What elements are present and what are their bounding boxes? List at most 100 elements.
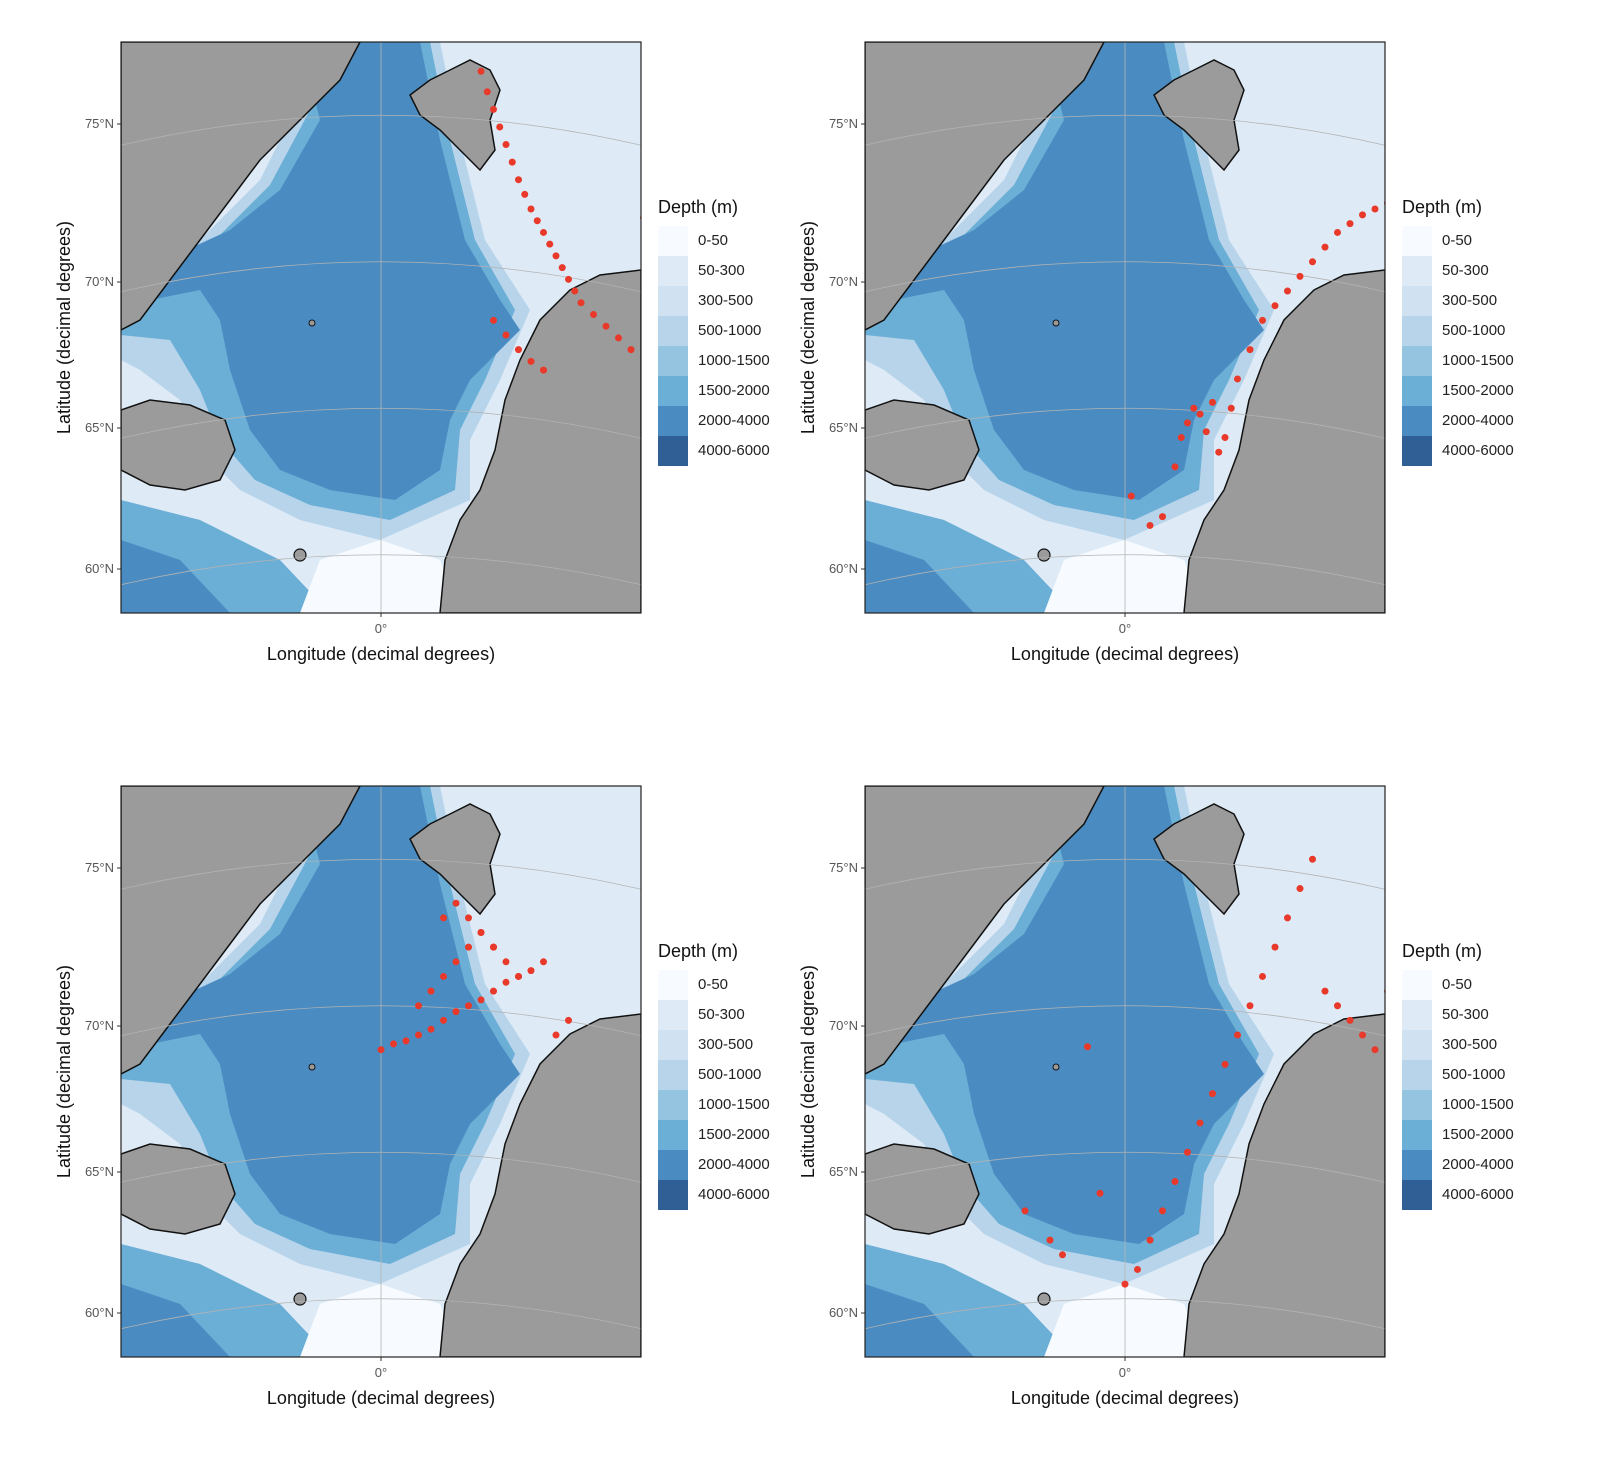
y-tick-label: 65°N xyxy=(829,1164,858,1179)
legend-item: 1500-2000 xyxy=(1402,1120,1552,1150)
legend-label: 0-50 xyxy=(1442,232,1473,249)
station-point xyxy=(1334,1002,1341,1010)
station-point xyxy=(1296,885,1304,893)
x-tick-label: 0° xyxy=(1119,621,1131,636)
station-point xyxy=(490,105,497,113)
station-point xyxy=(1259,316,1266,324)
legend-swatch xyxy=(1402,286,1432,316)
station-point xyxy=(1271,943,1279,951)
station-point xyxy=(1371,1046,1379,1054)
station-point xyxy=(1177,434,1185,442)
legend-title: Depth (m) xyxy=(658,197,739,217)
legend-swatch xyxy=(1402,1060,1432,1090)
station-point xyxy=(1359,211,1366,219)
scandinavia-land xyxy=(1183,1013,1385,1357)
legend-label: 1500-2000 xyxy=(1442,382,1514,399)
deep-basin xyxy=(121,1284,230,1357)
legend-swatch xyxy=(1402,316,1432,346)
legend-swatch xyxy=(658,1180,688,1210)
legend-item: 0-50 xyxy=(1402,970,1552,1000)
station-point xyxy=(521,190,529,198)
station-point xyxy=(465,943,472,951)
station-point xyxy=(515,176,522,184)
legend-item: 4000-6000 xyxy=(658,1180,808,1210)
legend-swatch xyxy=(658,436,688,466)
legend-label: 1000-1500 xyxy=(698,1096,770,1113)
station-point xyxy=(1246,1002,1254,1010)
station-point xyxy=(1221,434,1229,442)
legend-item: 4000-6000 xyxy=(1402,436,1552,466)
station-point xyxy=(546,240,554,248)
legend-label: 300-500 xyxy=(698,1036,754,1053)
x-axis-title: Longitude (decimal degrees) xyxy=(1011,644,1239,664)
scandinavia-land xyxy=(1183,269,1385,613)
deep-basin xyxy=(865,42,1264,500)
legend-label: 1500-2000 xyxy=(698,382,770,399)
legend-item: 2000-4000 xyxy=(1402,406,1552,436)
legend-swatch xyxy=(1402,1150,1432,1180)
y-tick-label: 70°N xyxy=(829,1018,858,1033)
map-plot: 75°N 70°N 65°N 60°N 0° Longitude (decimal deg… xyxy=(54,41,642,664)
legend-item: 4000-6000 xyxy=(658,436,808,466)
station-point xyxy=(452,958,460,966)
station-point xyxy=(533,217,541,225)
station-point xyxy=(1209,1090,1216,1098)
legend-swatch xyxy=(658,346,688,376)
station-point xyxy=(415,1002,422,1010)
iceland-land xyxy=(865,399,980,491)
station-point xyxy=(502,958,510,966)
legend-swatch xyxy=(658,1030,688,1060)
legend-label: 1000-1500 xyxy=(698,352,770,369)
legend-item: 500-1000 xyxy=(1402,1060,1552,1090)
station-point xyxy=(1215,448,1223,456)
station-point xyxy=(502,141,510,149)
station-point xyxy=(1184,1148,1191,1156)
legend-item: 1000-1500 xyxy=(658,1090,808,1120)
station-point xyxy=(415,1031,422,1039)
jan-mayen-land xyxy=(1052,1063,1060,1071)
legend-swatch xyxy=(658,286,688,316)
x-axis-title: Longitude (decimal degrees) xyxy=(267,1388,495,1408)
legend-item: 50-300 xyxy=(658,1000,808,1030)
station-point xyxy=(490,943,497,951)
station-point xyxy=(590,310,597,318)
legend-title: Depth (m) xyxy=(1402,941,1483,961)
legend-label: 300-500 xyxy=(698,292,754,309)
deep-basin xyxy=(865,540,974,613)
y-tick-label: 70°N xyxy=(829,274,858,289)
station-point xyxy=(1346,1016,1354,1024)
legend-label: 4000-6000 xyxy=(698,442,770,459)
faroe-land xyxy=(293,548,307,562)
legend-swatch xyxy=(658,1150,688,1180)
map-plot: 75°N 70°N 65°N 60°N 0° Longitude (decimal deg… xyxy=(798,785,1386,1408)
y-tick-label: 70°N xyxy=(85,1018,114,1033)
shallow-area xyxy=(1044,540,1204,613)
legend-item: 0-50 xyxy=(1402,226,1552,256)
y-tick-label: 60°N xyxy=(85,1305,114,1320)
y-tick-label: 75°N xyxy=(829,860,858,875)
legend-label: 4000-6000 xyxy=(698,1186,770,1203)
legend-item: 300-500 xyxy=(658,286,808,316)
map-panel-bottom-right: 75°N 70°N 65°N 60°N 0° Longitude (decimal deg… xyxy=(744,744,1544,1484)
station-point xyxy=(1309,855,1316,863)
legend-label: 1000-1500 xyxy=(1442,352,1514,369)
station-point xyxy=(1296,272,1304,280)
legend-item: 1000-1500 xyxy=(1402,1090,1552,1120)
station-point xyxy=(1284,287,1291,295)
faroe-land xyxy=(1037,548,1051,562)
station-point xyxy=(502,978,510,986)
station-point xyxy=(477,996,485,1004)
legend-label: 2000-4000 xyxy=(1442,1156,1514,1173)
faroe-land xyxy=(1037,1292,1051,1306)
deep-basin xyxy=(865,786,1264,1244)
legend-swatch xyxy=(658,1090,688,1120)
x-tick-label: 0° xyxy=(375,1365,387,1380)
station-point xyxy=(1321,243,1329,251)
legend-swatch xyxy=(658,376,688,406)
station-point xyxy=(465,1002,472,1010)
legend-label: 2000-4000 xyxy=(698,412,770,429)
station-point xyxy=(1221,1060,1229,1068)
jan-mayen-land xyxy=(308,1063,316,1071)
station-point xyxy=(1084,1043,1091,1051)
legend-item: 500-1000 xyxy=(658,1060,808,1090)
